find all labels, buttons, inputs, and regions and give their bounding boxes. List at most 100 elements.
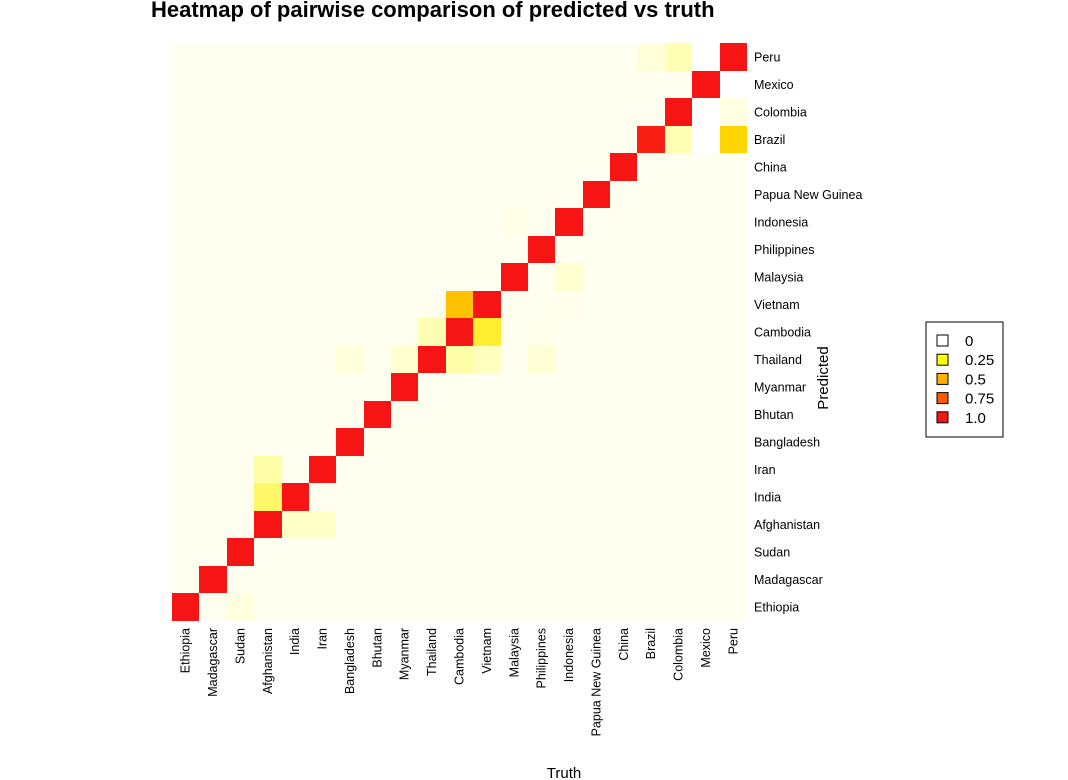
heatmap-cell: [227, 373, 254, 401]
heatmap-cell: [199, 538, 227, 566]
heatmap-cell: [555, 456, 583, 483]
heatmap-cell: [446, 181, 473, 208]
legend-label: 1.0: [965, 410, 986, 427]
x-tick-label: Bhutan: [370, 628, 384, 668]
heatmap-cell: [227, 291, 254, 318]
heatmap-cell: [254, 153, 282, 181]
heatmap-cell: [418, 208, 446, 236]
heatmap-cell: [418, 236, 446, 263]
heatmap-cell: [172, 401, 199, 428]
heatmap-cell: [391, 346, 418, 373]
heatmap-cell: [720, 43, 747, 71]
heatmap-cell: [282, 126, 309, 153]
heatmap-cell: [501, 153, 528, 181]
heatmap-cell: [501, 126, 528, 153]
heatmap-cell: [172, 428, 199, 456]
heatmap-cell: [583, 456, 610, 483]
heatmap-cell: [227, 181, 254, 208]
heatmap-cell: [418, 428, 446, 456]
y-tick-label: Vietnam: [754, 298, 800, 312]
heatmap-cell: [501, 538, 528, 566]
y-tick-label: Madagascar: [754, 573, 823, 587]
legend: 0 0.25 0.5 0.75 1.0: [925, 321, 1004, 438]
heatmap-cell: [692, 126, 720, 153]
heatmap-cell: [583, 263, 610, 291]
heatmap-cell: [665, 428, 692, 456]
heatmap-cell: [473, 208, 501, 236]
heatmap-cell: [364, 43, 391, 71]
x-tick-label: Vietnam: [480, 628, 494, 674]
y-tick-label: Malaysia: [754, 270, 803, 284]
heatmap-cell: [282, 153, 309, 181]
heatmap-cell: [309, 43, 336, 71]
heatmap-cell: [309, 291, 336, 318]
heatmap-cell: [446, 236, 473, 263]
heatmap-cell: [528, 456, 555, 483]
heatmap-cell: [227, 511, 254, 538]
heatmap-cell: [610, 291, 637, 318]
heatmap-cell: [720, 428, 747, 456]
heatmap-cell: [391, 511, 418, 538]
heatmap-cell: [583, 538, 610, 566]
heatmap-cell: [254, 126, 282, 153]
heatmap-cell: [610, 566, 637, 593]
heatmap-cell: [446, 153, 473, 181]
heatmap-cell: [391, 263, 418, 291]
heatmap-cell: [528, 263, 555, 291]
heatmap-cell: [637, 126, 665, 153]
heatmap-cell: [391, 181, 418, 208]
heatmap-cell: [364, 318, 391, 346]
heatmap-cell: [199, 593, 227, 621]
heatmap-cell: [391, 483, 418, 511]
heatmap-cell: [227, 153, 254, 181]
x-tick-label: Brazil: [644, 628, 658, 659]
heatmap-cell: [583, 318, 610, 346]
heatmap-cell: [583, 373, 610, 401]
y-tick-labels: Ethiopia Madagascar Sudan Afghanistan India I…: [754, 50, 862, 614]
heatmap-cell: [364, 236, 391, 263]
heatmap-cell: [665, 346, 692, 373]
heatmap-cell: [473, 98, 501, 126]
heatmap-cell: [309, 373, 336, 401]
heatmap-cell: [555, 511, 583, 538]
heatmap-cell: [583, 566, 610, 593]
heatmap-cell: [364, 456, 391, 483]
heatmap-cell: [391, 208, 418, 236]
heatmap-cell: [692, 456, 720, 483]
heatmap-cell: [199, 98, 227, 126]
heatmap-cell: [336, 373, 364, 401]
heatmap-cell: [446, 401, 473, 428]
y-tick-label: Indonesia: [754, 215, 808, 229]
heatmap-cell: [720, 71, 747, 98]
heatmap-cell: [583, 126, 610, 153]
heatmap-cell: [692, 346, 720, 373]
heatmap-cell: [583, 346, 610, 373]
heatmap-cell: [501, 346, 528, 373]
heatmap-cell: [637, 511, 665, 538]
heatmap-cell: [336, 401, 364, 428]
heatmap-cell: [282, 428, 309, 456]
heatmap-cell: [336, 593, 364, 621]
heatmap-cell: [391, 98, 418, 126]
heatmap-cell: [665, 208, 692, 236]
y-tick-label: Thailand: [754, 353, 802, 367]
x-tick-label: Indonesia: [562, 628, 576, 682]
heatmap-cell: [555, 566, 583, 593]
heatmap-cell: [309, 346, 336, 373]
heatmap-cell: [665, 126, 692, 153]
heatmap-cell: [637, 71, 665, 98]
heatmap-cell: [528, 208, 555, 236]
heatmap-cell: [364, 153, 391, 181]
heatmap-cell: [528, 43, 555, 71]
heatmap-cell: [501, 483, 528, 511]
heatmap-cell: [364, 291, 391, 318]
heatmap-cell: [336, 236, 364, 263]
heatmap-cell: [254, 456, 282, 483]
heatmap-cell: [172, 181, 199, 208]
heatmap-cell: [473, 346, 501, 373]
y-tick-label: Colombia: [754, 105, 807, 119]
heatmap-cell: [227, 208, 254, 236]
y-tick-label: Philippines: [754, 243, 814, 257]
heatmap-cell: [446, 566, 473, 593]
